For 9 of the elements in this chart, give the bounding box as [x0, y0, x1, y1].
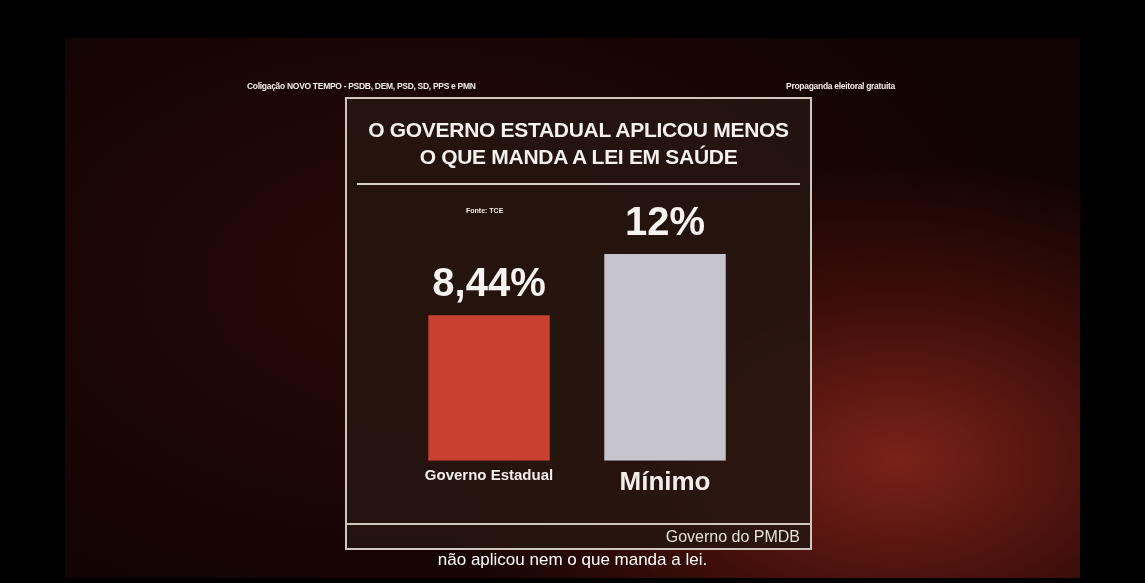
- text: Propaganda eleitoral gratuita: [786, 81, 895, 91]
- text: não aplicou nem o que manda a lei.: [436, 550, 709, 570]
- text: Coligação NOVO TEMPO - PSDB, DEM, PSD, SD, PPS e PMN: [247, 81, 476, 91]
- chart-title: O GOVERNO ESTADUAL APLICOU MENOS O QUE MANDA A LEI EM SAÚDE: [367, 117, 790, 170]
- x-tick-label: Mínimo: [619, 465, 711, 496]
- x-tick-label: Governo Estadual: [424, 465, 554, 483]
- text: Governo do PMDB: [665, 528, 800, 546]
- data-label: 8,44%: [432, 260, 546, 305]
- data-label: 12%: [624, 199, 706, 244]
